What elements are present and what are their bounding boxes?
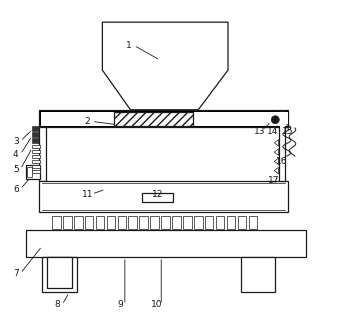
Polygon shape <box>102 22 228 110</box>
Bar <box>227 216 235 229</box>
Bar <box>85 216 93 229</box>
Bar <box>241 257 275 292</box>
Text: 6: 6 <box>13 185 19 194</box>
Bar <box>205 216 213 229</box>
Bar <box>107 216 115 229</box>
Bar <box>32 150 39 153</box>
Text: 8: 8 <box>55 300 61 309</box>
Bar <box>52 216 61 229</box>
Bar <box>150 216 159 229</box>
Circle shape <box>271 116 279 124</box>
Bar <box>63 216 72 229</box>
Text: 17: 17 <box>268 176 279 185</box>
Bar <box>39 181 287 212</box>
Bar <box>32 138 39 143</box>
Polygon shape <box>274 149 279 155</box>
Text: 9: 9 <box>118 300 123 309</box>
Bar <box>27 167 32 177</box>
Bar <box>161 216 170 229</box>
Bar <box>238 216 246 229</box>
Bar <box>140 216 148 229</box>
Text: 3: 3 <box>13 137 19 146</box>
Text: 4: 4 <box>13 150 19 159</box>
Text: 11: 11 <box>82 190 93 199</box>
Bar <box>39 127 45 181</box>
Bar <box>248 216 257 229</box>
Text: 13: 13 <box>254 127 265 136</box>
Text: 14: 14 <box>267 127 278 136</box>
Text: 1: 1 <box>126 41 132 50</box>
Bar <box>26 230 306 257</box>
Polygon shape <box>274 139 279 146</box>
Bar <box>216 216 224 229</box>
Polygon shape <box>274 167 279 174</box>
Bar <box>114 113 193 126</box>
Bar <box>128 216 137 229</box>
Text: 12: 12 <box>152 190 163 199</box>
Bar <box>96 216 104 229</box>
Bar <box>74 216 83 229</box>
Text: 15: 15 <box>282 127 293 136</box>
Bar <box>32 170 39 173</box>
Bar <box>32 155 39 158</box>
Bar <box>47 257 72 288</box>
Bar <box>32 160 39 163</box>
Bar <box>32 132 39 137</box>
Bar <box>32 145 39 148</box>
Text: 10: 10 <box>151 300 163 309</box>
Bar <box>142 193 174 203</box>
Bar <box>279 112 285 181</box>
Text: 5: 5 <box>13 165 19 174</box>
Bar <box>118 216 126 229</box>
Bar <box>42 257 77 292</box>
Bar <box>172 216 181 229</box>
Text: 2: 2 <box>85 117 90 126</box>
Bar <box>41 113 229 126</box>
Bar <box>26 165 39 179</box>
Text: 7: 7 <box>13 269 19 278</box>
Bar <box>183 216 192 229</box>
Bar <box>229 113 287 126</box>
Bar <box>32 126 39 131</box>
Polygon shape <box>274 158 279 165</box>
Bar <box>194 216 203 229</box>
Bar <box>39 110 287 127</box>
Text: 16: 16 <box>276 157 287 166</box>
Bar <box>32 165 39 168</box>
